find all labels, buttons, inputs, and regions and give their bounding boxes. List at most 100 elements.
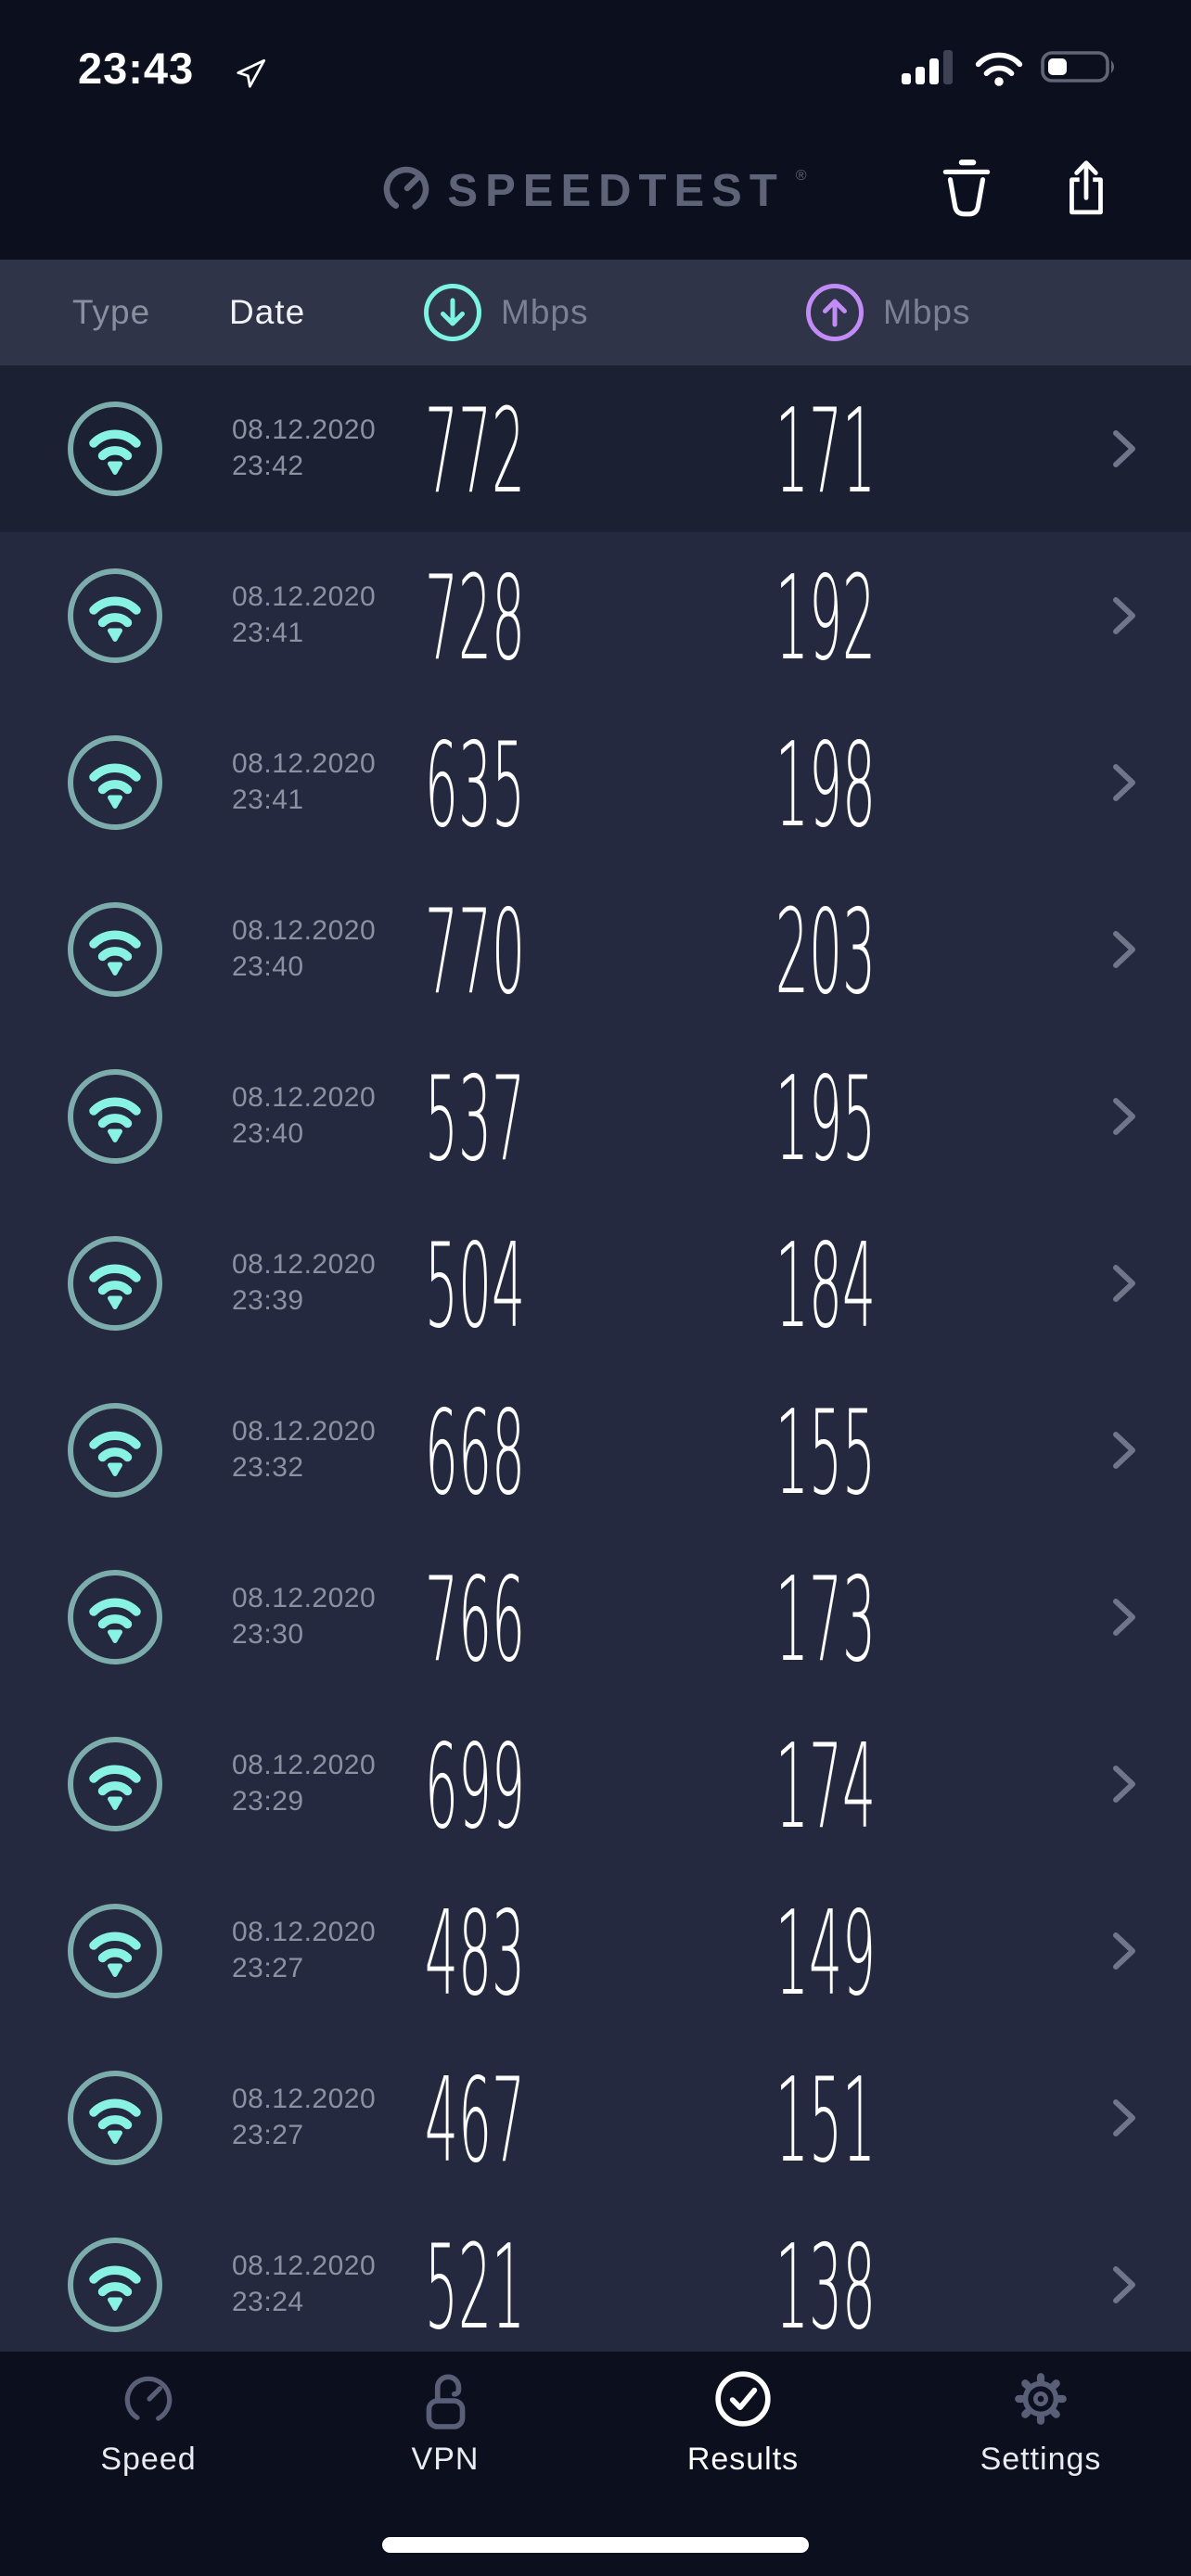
result-date: 08.12.2020 — [232, 748, 377, 779]
upload-value: 198 — [775, 717, 877, 853]
upload-value: 151 — [775, 2052, 877, 2188]
download-value: 635 — [424, 717, 526, 853]
app-title: SPEEDTEST — [447, 166, 785, 216]
trademark-symbol: ® — [795, 168, 807, 184]
result-date: 08.12.2020 — [232, 2251, 377, 2281]
result-row[interactable]: 08.12.2020 23:40 770 203 — [0, 866, 1191, 1033]
result-time: 23:40 — [232, 951, 304, 982]
check-circle-icon — [712, 2368, 774, 2433]
chevron-right-icon — [1111, 428, 1137, 474]
trash-icon[interactable] — [939, 158, 994, 223]
speedtest-gauge-logo-icon — [380, 163, 432, 220]
wifi-type-icon — [67, 1569, 163, 1665]
result-datetime: 08.12.2020 23:40 — [232, 1079, 376, 1152]
gauge-icon — [118, 2368, 179, 2433]
tab-results[interactable]: Results — [632, 2368, 854, 2478]
result-row[interactable]: 08.12.2020 23:27 467 151 — [0, 2034, 1191, 2201]
result-date: 08.12.2020 — [232, 1917, 377, 1947]
wifi-type-icon — [67, 1068, 163, 1165]
upload-value: 155 — [775, 1384, 877, 1521]
tab-label: Settings — [980, 2442, 1102, 2477]
result-row[interactable]: 08.12.2020 23:39 504 184 — [0, 1200, 1191, 1367]
result-date: 08.12.2020 — [232, 1249, 377, 1280]
result-date: 08.12.2020 — [232, 414, 377, 445]
result-time: 23:42 — [232, 451, 304, 481]
result-date: 08.12.2020 — [232, 2084, 377, 2114]
home-indicator[interactable] — [382, 2537, 809, 2553]
result-row[interactable]: 08.12.2020 23:41 728 192 — [0, 532, 1191, 699]
share-icon[interactable] — [1061, 158, 1111, 220]
chevron-right-icon — [1111, 2264, 1137, 2310]
tab-speed[interactable]: Speed — [37, 2368, 260, 2478]
wifi-type-icon — [67, 1235, 163, 1332]
download-value: 770 — [424, 884, 526, 1020]
chevron-right-icon — [1111, 762, 1137, 808]
result-row[interactable]: 08.12.2020 23:30 766 173 — [0, 1534, 1191, 1701]
result-datetime: 08.12.2020 23:39 — [232, 1246, 376, 1319]
chevron-right-icon — [1111, 1430, 1137, 1475]
results-table-header: Type Date Mbps Mbps — [0, 260, 1191, 365]
upload-value: 174 — [775, 1718, 877, 1855]
chevron-right-icon — [1111, 1096, 1137, 1141]
chevron-right-icon — [1111, 1263, 1137, 1308]
download-value: 467 — [424, 2052, 526, 2188]
download-value: 728 — [424, 550, 526, 686]
battery-icon — [1041, 48, 1119, 90]
wifi-type-icon — [67, 401, 163, 497]
wifi-type-icon — [67, 2070, 163, 2166]
tab-vpn[interactable]: VPN — [334, 2368, 557, 2478]
download-circle-arrow-icon[interactable] — [423, 283, 482, 347]
result-date: 08.12.2020 — [232, 1750, 377, 1780]
wifi-type-icon — [67, 2237, 163, 2333]
result-datetime: 08.12.2020 23:41 — [232, 579, 376, 651]
gear-icon — [1010, 2368, 1071, 2433]
upload-value: 203 — [775, 884, 877, 1020]
chevron-right-icon — [1111, 595, 1137, 641]
result-row[interactable]: 08.12.2020 23:42 772 171 — [0, 365, 1191, 532]
upload-circle-arrow-icon[interactable] — [805, 283, 864, 347]
tab-settings[interactable]: Settings — [929, 2368, 1152, 2478]
result-datetime: 08.12.2020 23:27 — [232, 2081, 376, 2153]
column-header-upload-mbps: Mbps — [883, 293, 971, 331]
result-datetime: 08.12.2020 23:29 — [232, 1747, 376, 1819]
tab-label: VPN — [411, 2442, 480, 2477]
tab-label: Speed — [100, 2442, 197, 2477]
result-time: 23:29 — [232, 1786, 304, 1817]
column-header-download-mbps: Mbps — [501, 293, 589, 331]
result-time: 23:32 — [232, 1452, 304, 1483]
result-datetime: 08.12.2020 23:24 — [232, 2248, 376, 2320]
cellular-signal-icon — [902, 48, 963, 90]
download-value: 537 — [424, 1051, 526, 1187]
chevron-right-icon — [1111, 929, 1137, 975]
result-row[interactable]: 08.12.2020 23:27 483 149 — [0, 1868, 1191, 2034]
wifi-type-icon — [67, 1903, 163, 1999]
download-value: 699 — [424, 1718, 526, 1855]
column-header-type: Type — [72, 293, 151, 331]
download-value: 504 — [424, 1218, 526, 1354]
wifi-icon — [974, 50, 1024, 92]
wifi-type-icon — [67, 734, 163, 831]
result-date: 08.12.2020 — [232, 915, 377, 946]
result-row[interactable]: 08.12.2020 23:24 521 138 — [0, 2201, 1191, 2352]
results-list: 08.12.2020 23:42 772 171 08.12.202 — [0, 365, 1191, 2352]
result-time: 23:41 — [232, 618, 304, 648]
result-row[interactable]: 08.12.2020 23:40 537 195 — [0, 1033, 1191, 1200]
location-arrow-icon — [234, 56, 269, 96]
result-row[interactable]: 08.12.2020 23:29 699 174 — [0, 1701, 1191, 1868]
result-row[interactable]: 08.12.2020 23:32 668 155 — [0, 1367, 1191, 1534]
wifi-type-icon — [67, 1402, 163, 1498]
result-row[interactable]: 08.12.2020 23:41 635 198 — [0, 699, 1191, 866]
upload-value: 173 — [775, 1551, 877, 1688]
download-value: 483 — [424, 1885, 526, 2021]
wifi-type-icon — [67, 901, 163, 998]
upload-value: 184 — [775, 1218, 877, 1354]
result-time: 23:39 — [232, 1285, 304, 1316]
result-time: 23:30 — [232, 1619, 304, 1650]
chevron-right-icon — [1111, 1597, 1137, 1642]
result-datetime: 08.12.2020 23:41 — [232, 746, 376, 818]
result-datetime: 08.12.2020 23:27 — [232, 1914, 376, 1986]
upload-value: 138 — [775, 2219, 877, 2352]
upload-value: 195 — [775, 1051, 877, 1187]
column-header-date[interactable]: Date — [229, 293, 306, 331]
result-datetime: 08.12.2020 23:42 — [232, 412, 376, 484]
